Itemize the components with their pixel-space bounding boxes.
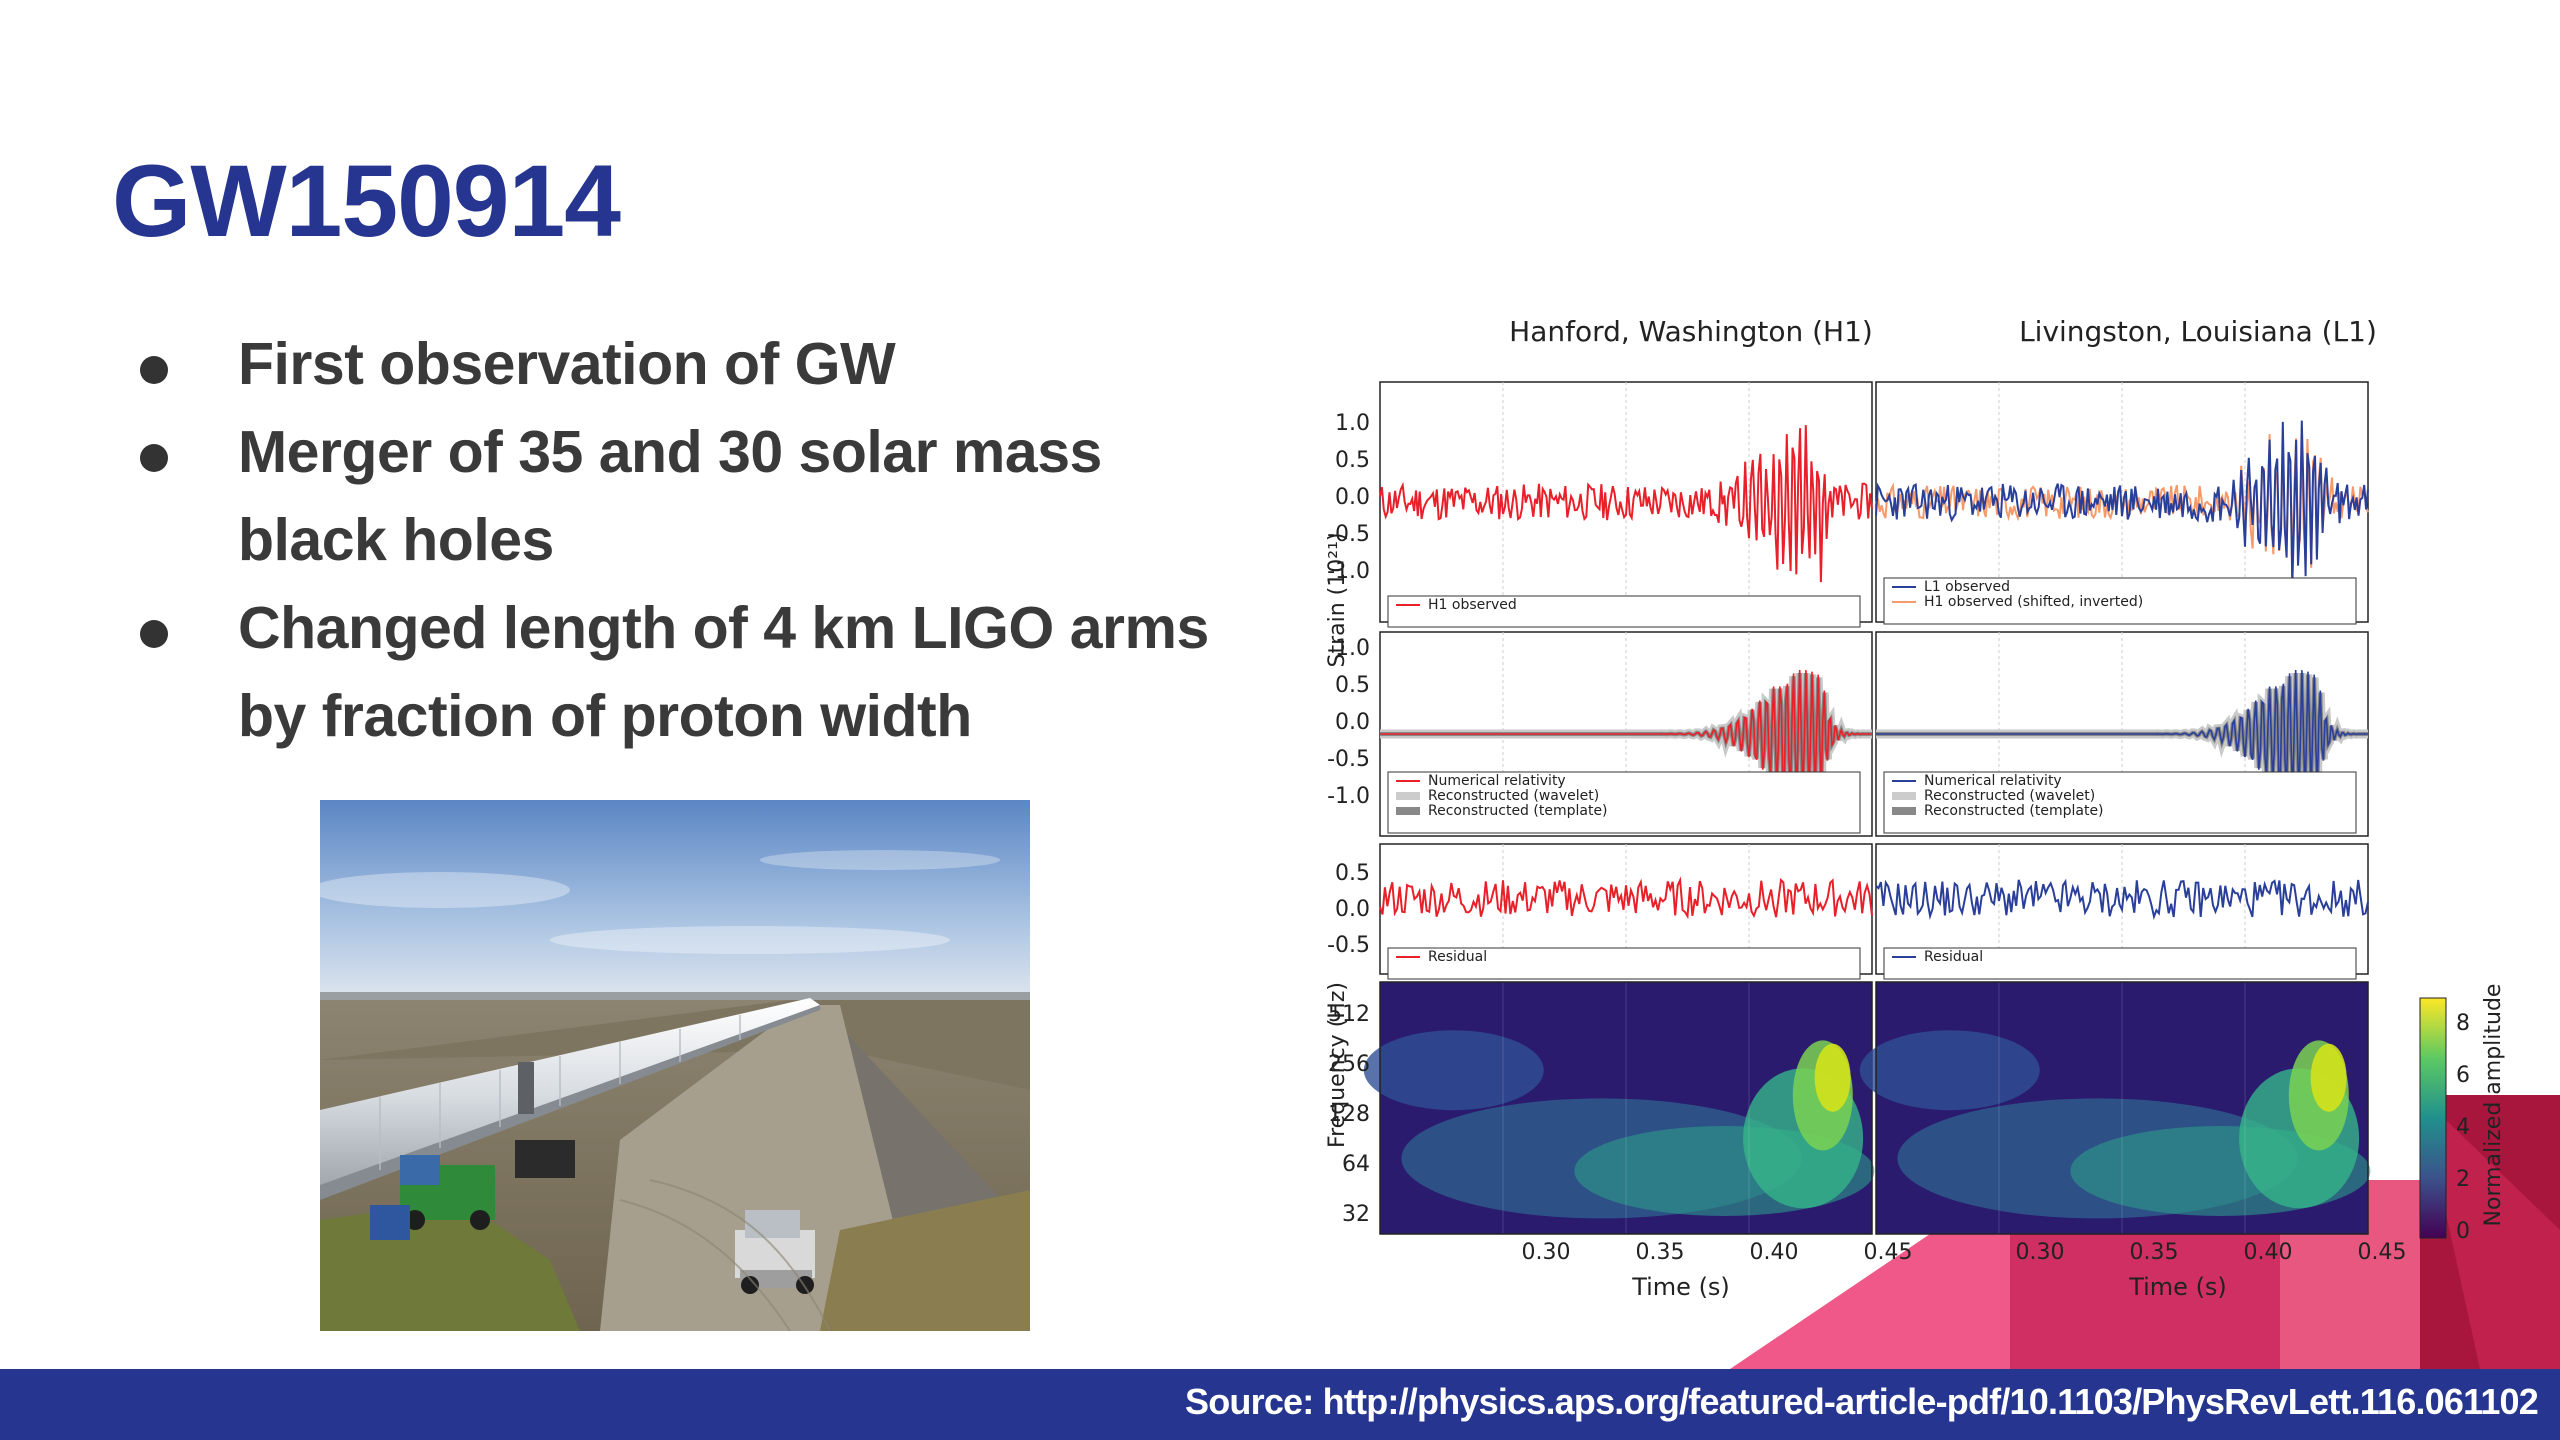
spectrogram-panel	[1859, 981, 2371, 1235]
bullet-dot-icon	[140, 620, 168, 648]
xtick: 0.40	[2244, 1240, 2293, 1265]
legend: Residual	[1387, 947, 1861, 980]
residual-trace	[1379, 876, 1873, 920]
ytick: -0.5	[1327, 747, 1370, 772]
bullet-text: Changed length of 4 km LIGO arms by frac…	[238, 584, 1209, 760]
legend-label: Reconstructed (template)	[1428, 803, 1608, 819]
xtick: 0.40	[1750, 1240, 1799, 1265]
ytick: -0.5	[1327, 522, 1370, 547]
time-axis-label-h1: Time (s)	[1631, 1273, 1730, 1301]
legend-label: H1 observed	[1428, 597, 1517, 613]
gw-figure: Hanford, Washington (H1) Livingston, Lou…	[1325, 315, 2506, 1301]
colorbar	[2419, 997, 2447, 1239]
row3-yticks: 0.5 0.0 -0.5	[1327, 861, 1370, 958]
ytick: 1.0	[1335, 411, 1370, 436]
ytick: 32	[1342, 1202, 1370, 1227]
ytick: 256	[1328, 1052, 1370, 1077]
legend-label: Residual	[1924, 949, 1983, 965]
legend-label: Numerical relativity	[1428, 773, 1566, 789]
bullet-dot-icon	[140, 444, 168, 472]
bullet-line: First observation of GW	[238, 331, 896, 397]
colorbar-label: Normalized amplitude	[2481, 984, 2506, 1227]
bullet-dot-icon	[140, 356, 168, 384]
l1-observed-trace	[1875, 420, 2369, 586]
bullet-item: First observation of GW	[140, 320, 1260, 408]
ytick: 1.0	[1335, 636, 1370, 661]
xtick: 0.45	[1864, 1240, 1913, 1265]
legend-label: Numerical relativity	[1924, 773, 2062, 789]
bullet-text: Merger of 35 and 30 solar mass black hol…	[238, 408, 1102, 584]
bullet-line: Merger of 35 and 30 solar mass	[238, 419, 1102, 485]
ytick: 0.0	[1335, 710, 1370, 735]
column-title-l1: Livingston, Louisiana (L1)	[2019, 315, 2377, 348]
ytick: 0.5	[1335, 448, 1370, 473]
xtick: 0.35	[2130, 1240, 2179, 1265]
h1-observed-trace	[1379, 425, 1873, 583]
ytick: 128	[1328, 1102, 1370, 1127]
frequency-axis-label: Frequency (Hz)	[1325, 982, 1350, 1148]
colorbar-tick: 6	[2456, 1063, 2470, 1088]
legend-label: Reconstructed (wavelet)	[1428, 788, 1599, 804]
ligo-photo	[320, 800, 1030, 1331]
time-xticks-l1: 0.30 0.35 0.40 0.45	[2016, 1240, 2407, 1265]
row1-yticks: 1.0 0.5 0.0 -0.5 -1.0	[1327, 411, 1370, 584]
source-citation: Source: http://physics.aps.org/featured-…	[1185, 1381, 2539, 1422]
bullet-item: Merger of 35 and 30 solar mass black hol…	[140, 408, 1260, 584]
ytick: 0.5	[1335, 861, 1370, 886]
bullet-line: by fraction of proton width	[238, 683, 972, 749]
legend-label: Reconstructed (wavelet)	[1924, 788, 2095, 804]
legend-label: H1 observed (shifted, inverted)	[1924, 594, 2143, 610]
time-axis-label-l1: Time (s)	[2128, 1273, 2227, 1301]
slide-title: GW150914	[112, 144, 621, 258]
xtick: 0.30	[2016, 1240, 2065, 1265]
footer-bar: Source: http://physics.aps.org/featured-…	[0, 1369, 2560, 1440]
colorbar-tick: 4	[2456, 1115, 2470, 1140]
row2-yticks: 1.0 0.5 0.0 -0.5 -1.0	[1327, 636, 1370, 809]
legend: H1 observed	[1387, 595, 1861, 628]
legend-label: Residual	[1428, 949, 1487, 965]
colorbar-ticks: 8 6 4 2 0	[2456, 1011, 2470, 1244]
ytick: 512	[1328, 1002, 1370, 1027]
bullet-list: First observation of GW Merger of 35 and…	[140, 320, 1260, 760]
bullet-item: Changed length of 4 km LIGO arms by frac…	[140, 584, 1260, 760]
xtick: 0.35	[1636, 1240, 1685, 1265]
time-xticks-h1: 0.30 0.35 0.40 0.45	[1522, 1240, 1913, 1265]
colorbar-tick: 8	[2456, 1011, 2470, 1036]
ytick: 64	[1342, 1152, 1370, 1177]
ytick: -1.0	[1327, 784, 1370, 809]
ytick: 0.0	[1335, 897, 1370, 922]
column-title-h1: Hanford, Washington (H1)	[1509, 315, 1873, 348]
bullet-line: Changed length of 4 km LIGO arms	[238, 595, 1209, 661]
ytick: -0.5	[1327, 933, 1370, 958]
xtick: 0.30	[1522, 1240, 1571, 1265]
bullet-text: First observation of GW	[238, 320, 896, 408]
ytick: 0.5	[1335, 673, 1370, 698]
freq-yticks: 512 256 128 64 32	[1328, 1002, 1370, 1227]
ytick: -1.0	[1327, 559, 1370, 584]
colorbar-tick: 2	[2456, 1167, 2470, 1192]
legend-label: L1 observed	[1924, 579, 2010, 595]
ytick: 0.0	[1335, 485, 1370, 510]
strain-axis-label: Strain (10²¹)	[1325, 533, 1350, 668]
legend-label: Reconstructed (template)	[1924, 803, 2104, 819]
bullet-line: black holes	[238, 507, 554, 573]
colorbar-tick: 0	[2456, 1219, 2470, 1244]
legend: Residual	[1883, 947, 2357, 980]
residual-trace	[1875, 878, 2369, 921]
spectrogram-panel	[1363, 981, 1875, 1235]
xtick: 0.45	[2358, 1240, 2407, 1265]
